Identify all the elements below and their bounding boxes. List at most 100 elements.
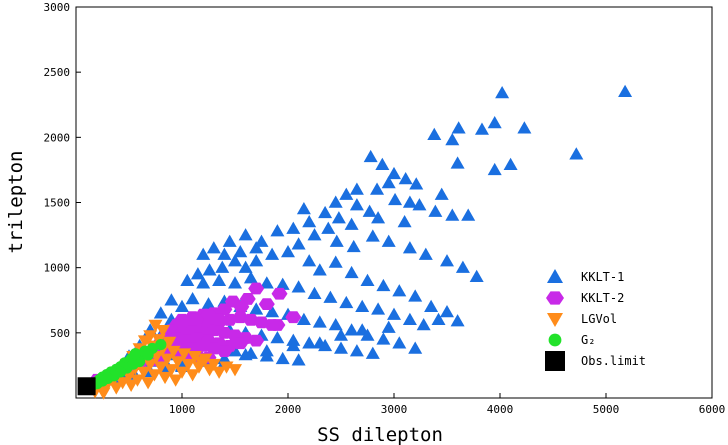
data-point [302,215,317,228]
data-point [160,353,175,366]
data-point [196,276,211,289]
tick-group: 1000 2000 3000 4000 5000 6000 500 1000 1500 2000 2… [44,1,726,416]
data-point [200,308,217,321]
data-point [455,260,470,273]
data-point [344,323,359,336]
data-point [450,156,465,169]
data-point [360,273,375,286]
data-point [248,282,265,295]
data-point [445,208,460,221]
data-point [212,366,227,379]
data-point [206,358,221,372]
data-point [228,364,242,377]
y-tick-label: 1000 [44,262,71,275]
data-point [402,241,417,254]
data-point [164,293,179,306]
data-point [371,302,386,315]
data-point [233,245,248,258]
data-point [238,260,253,273]
data-point [365,229,380,242]
data-point [331,211,346,224]
data-point [194,356,209,369]
data-point [291,353,306,366]
data-point [142,349,154,361]
data-point [141,377,156,390]
data-point [344,217,359,230]
data-point [312,315,327,328]
data-point [402,312,417,326]
data-point [321,221,336,234]
legend-marker [545,351,565,371]
data-point [180,273,195,286]
x-tick-label: 5000 [593,403,620,416]
data-point [618,84,633,97]
data-point [387,307,401,320]
data-point [168,374,183,387]
data-point [249,241,264,254]
data-point [334,328,348,341]
data-point [254,234,269,247]
data-point [164,364,179,377]
legend-label: Obs.limit [581,354,646,368]
data-point [398,172,413,185]
data-point [402,195,417,208]
data-point [296,202,311,215]
data-point [328,255,343,268]
data-point [418,247,433,260]
series-group [77,84,633,400]
data-point [302,254,317,267]
data-point [339,295,354,309]
data-point [328,318,343,331]
data-point [344,265,359,279]
data-point [228,344,242,357]
data-point [185,369,200,382]
data-point [286,333,301,346]
data-point [346,239,361,253]
data-point [271,287,288,300]
legend-label: G₂ [581,333,595,347]
data-point [275,351,290,365]
data-point [445,132,460,146]
data-point [318,205,333,219]
data-point [228,276,242,289]
data-point [201,297,216,310]
data-point [162,336,177,349]
data-point [434,187,449,200]
data-point [495,86,510,99]
legend-marker [547,269,563,283]
data-point [363,149,378,163]
data-point [450,314,465,327]
data-point [427,127,442,140]
x-tick-label: 1000 [169,403,196,416]
data-point [323,290,338,303]
data-point [387,166,401,180]
data-point [328,195,343,208]
data-point [474,122,489,135]
data-point [440,254,454,267]
data-point [206,241,221,254]
data-point [166,345,181,359]
x-tick-label: 2000 [275,403,302,416]
data-point [392,284,407,297]
data-point [175,299,189,313]
data-point [181,358,196,372]
data-point [408,289,423,302]
legend-label: KKLT-2 [581,291,624,305]
legend-label: KKLT-1 [581,270,624,284]
data-point [269,319,286,331]
data-point [451,121,466,134]
data-point [153,306,168,319]
data-point [77,377,96,396]
data-point [265,304,280,318]
data-point [307,228,322,241]
data-point [153,361,168,374]
data-point [409,177,424,190]
data-point [286,221,301,234]
data-point [388,192,403,206]
data-point [196,247,211,260]
data-point [381,175,396,189]
data-point [281,245,295,258]
x-tick-label: 3000 [381,403,408,416]
